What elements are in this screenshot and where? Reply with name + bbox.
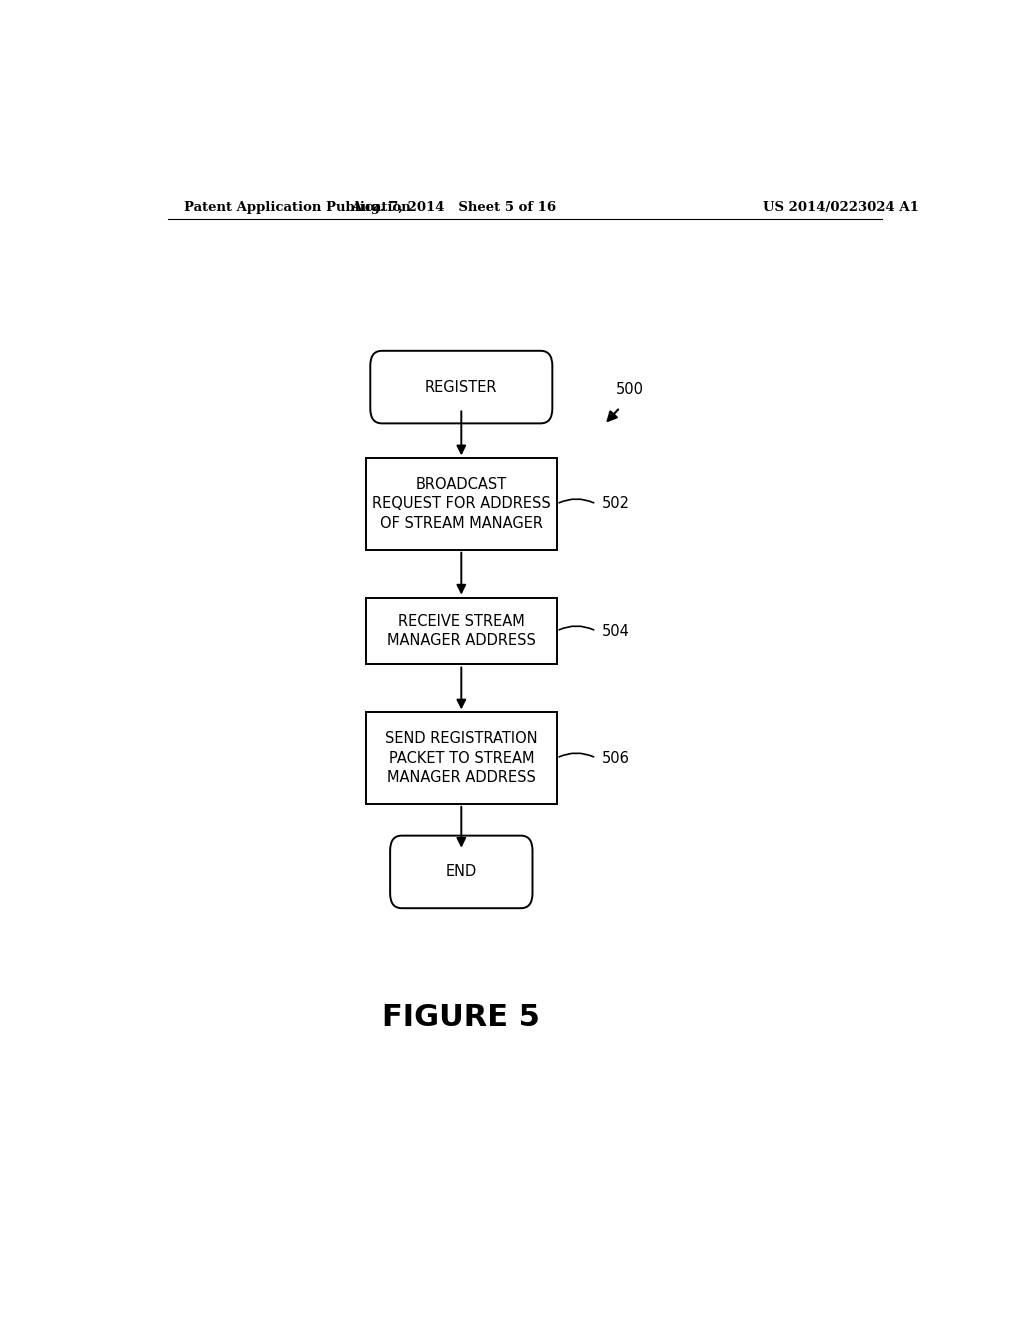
Text: FIGURE 5: FIGURE 5	[382, 1003, 541, 1032]
Text: RECEIVE STREAM
MANAGER ADDRESS: RECEIVE STREAM MANAGER ADDRESS	[387, 614, 536, 648]
Text: Patent Application Publication: Patent Application Publication	[183, 201, 411, 214]
FancyBboxPatch shape	[390, 836, 532, 908]
Text: SEND REGISTRATION
PACKET TO STREAM
MANAGER ADDRESS: SEND REGISTRATION PACKET TO STREAM MANAG…	[385, 731, 538, 785]
Text: 506: 506	[602, 751, 630, 766]
Text: BROADCAST
REQUEST FOR ADDRESS
OF STREAM MANAGER: BROADCAST REQUEST FOR ADDRESS OF STREAM …	[372, 478, 551, 531]
Text: 504: 504	[602, 623, 630, 639]
Text: REGISTER: REGISTER	[425, 380, 498, 395]
Bar	[367, 598, 557, 664]
Text: 500: 500	[616, 383, 644, 397]
Text: 502: 502	[602, 496, 630, 511]
Text: Aug. 7, 2014   Sheet 5 of 16: Aug. 7, 2014 Sheet 5 of 16	[351, 201, 556, 214]
Text: US 2014/0223024 A1: US 2014/0223024 A1	[763, 201, 919, 214]
Bar	[367, 713, 557, 804]
FancyBboxPatch shape	[371, 351, 552, 424]
Text: END: END	[445, 865, 477, 879]
Bar	[367, 458, 557, 549]
